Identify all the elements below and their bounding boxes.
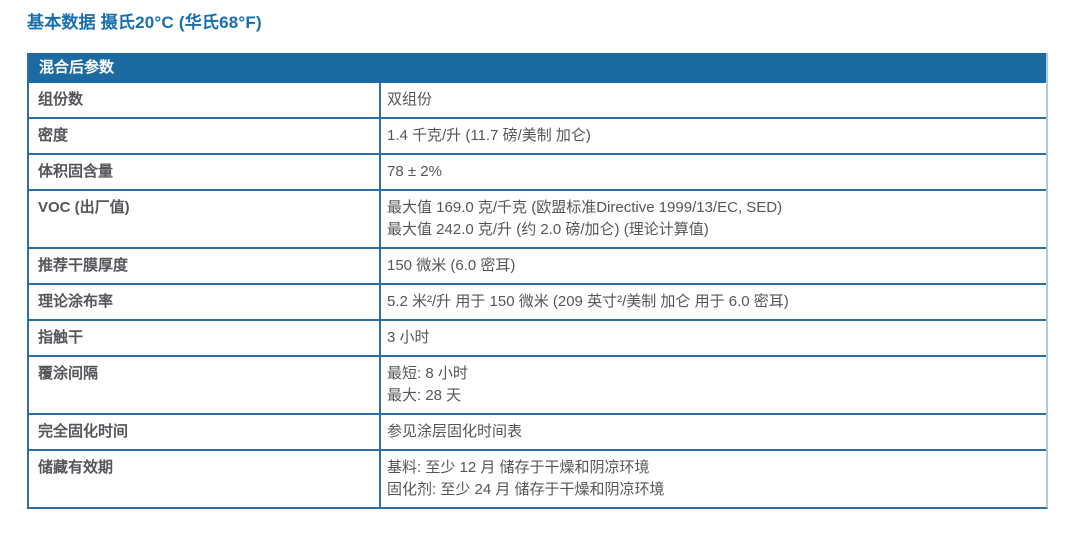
row-value: 双组份 <box>381 83 1046 117</box>
row-value-line: 5.2 米²/升 用于 150 微米 (209 英寸²/美制 加仑 用于 6.0… <box>387 293 789 310</box>
table-row: 理论涂布率 5.2 米²/升 用于 150 微米 (209 英寸²/美制 加仑 … <box>29 283 1046 319</box>
table-row: 组份数 双组份 <box>29 83 1046 117</box>
row-value: 基料: 至少 12 月 储存于干燥和阴凉环境 固化剂: 至少 24 月 储存于干燥… <box>381 451 1046 507</box>
row-value-line: 1.4 千克/升 (11.7 磅/美制 加仑) <box>387 127 591 144</box>
row-value: 150 微米 (6.0 密耳) <box>381 249 1046 283</box>
row-label: 指触干 <box>29 321 381 355</box>
table-row: 储藏有效期 基料: 至少 12 月 储存于干燥和阴凉环境 固化剂: 至少 24 月… <box>29 449 1046 507</box>
row-label: 覆涂间隔 <box>29 357 381 413</box>
row-value: 5.2 米²/升 用于 150 微米 (209 英寸²/美制 加仑 用于 6.0… <box>381 285 1046 319</box>
row-value-line: 双组份 <box>387 91 433 108</box>
row-label: 密度 <box>29 119 381 153</box>
row-value-line: 150 微米 (6.0 密耳) <box>387 257 516 274</box>
row-value-line: 最大: 28 天 <box>387 387 462 404</box>
row-value-line: 78 ± 2% <box>387 163 442 180</box>
table-row: 密度 1.4 千克/升 (11.7 磅/美制 加仑) <box>29 117 1046 153</box>
row-label: 推荐干膜厚度 <box>29 249 381 283</box>
row-value: 1.4 千克/升 (11.7 磅/美制 加仑) <box>381 119 1046 153</box>
row-label: 储藏有效期 <box>29 451 381 507</box>
row-value: 参见涂层固化时间表 <box>381 415 1046 449</box>
row-value-line: 最大值 242.0 克/升 (约 2.0 磅/加仑) (理论计算值) <box>387 221 709 238</box>
table-body: 组份数 双组份 密度 1.4 千克/升 (11.7 磅/美制 加仑) 体积固含量… <box>29 83 1046 507</box>
row-value-line: 最大值 169.0 克/千克 (欧盟标准Directive 1999/13/EC… <box>387 199 783 216</box>
table-section-header: 混合后参数 <box>29 53 1046 83</box>
datasheet-page: 基本数据 摄氏20°C (华氏68°F) 混合后参数 组份数 双组份 密度 1.… <box>27 8 1048 509</box>
table-row: 推荐干膜厚度 150 微米 (6.0 密耳) <box>29 247 1046 283</box>
row-value-line: 最短: 8 小时 <box>387 365 468 382</box>
row-label: VOC (出厂值) <box>29 191 381 247</box>
row-value: 78 ± 2% <box>381 155 1046 189</box>
mixed-product-data-table: 混合后参数 组份数 双组份 密度 1.4 千克/升 (11.7 磅/美制 加仑)… <box>27 53 1048 509</box>
row-value-line: 基料: 至少 12 月 储存于干燥和阴凉环境 <box>387 459 650 476</box>
table-row: 覆涂间隔 最短: 8 小时 最大: 28 天 <box>29 355 1046 413</box>
row-value: 3 小时 <box>381 321 1046 355</box>
row-label: 体积固含量 <box>29 155 381 189</box>
row-label: 理论涂布率 <box>29 285 381 319</box>
table-row: 完全固化时间 参见涂层固化时间表 <box>29 413 1046 449</box>
table-row: VOC (出厂值) 最大值 169.0 克/千克 (欧盟标准Directive … <box>29 189 1046 247</box>
row-value-line: 参见涂层固化时间表 <box>387 423 523 440</box>
row-label: 完全固化时间 <box>29 415 381 449</box>
row-value-line: 固化剂: 至少 24 月 储存于干燥和阴凉环境 <box>387 481 665 498</box>
page-title: 基本数据 摄氏20°C (华氏68°F) <box>27 13 262 32</box>
table-row: 体积固含量 78 ± 2% <box>29 153 1046 189</box>
row-value: 最短: 8 小时 最大: 28 天 <box>381 357 1046 413</box>
table-row: 指触干 3 小时 <box>29 319 1046 355</box>
row-label: 组份数 <box>29 83 381 117</box>
row-value-line: 3 小时 <box>387 329 430 346</box>
row-value: 最大值 169.0 克/千克 (欧盟标准Directive 1999/13/EC… <box>381 191 1046 247</box>
